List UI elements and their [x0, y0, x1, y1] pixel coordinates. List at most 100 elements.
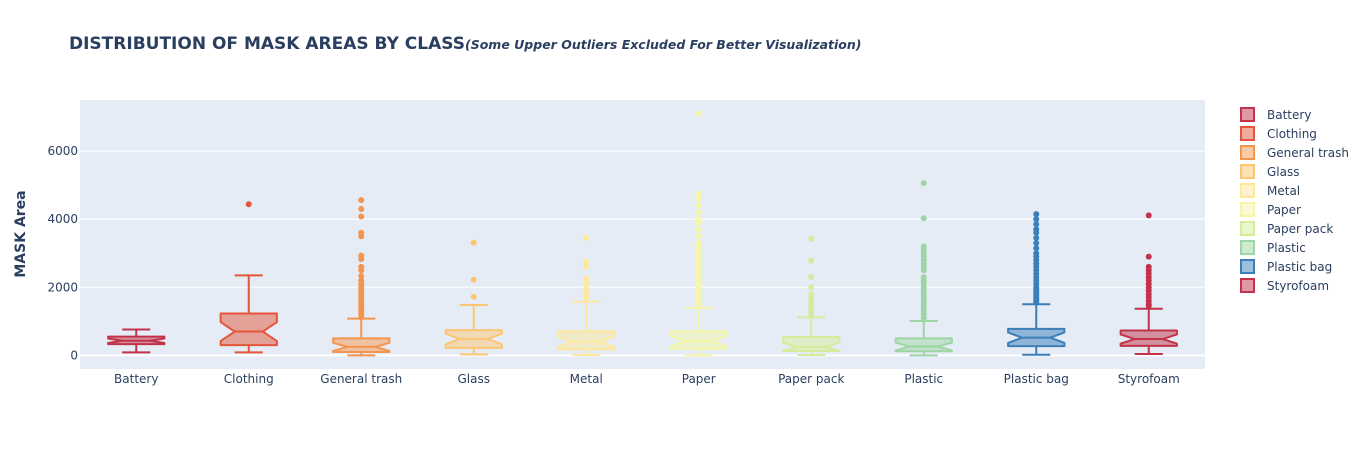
legend-swatch [1240, 221, 1255, 236]
legend-swatch [1240, 259, 1255, 274]
box-battery [107, 328, 166, 354]
outlier-point [1033, 216, 1040, 223]
outlier-point [808, 291, 815, 298]
legend-swatch [1240, 278, 1255, 293]
outlier-point [583, 263, 590, 270]
x-tick-label: Glass [458, 372, 491, 386]
x-tick-label: Styrofoam [1118, 372, 1180, 386]
legend-label: Glass [1267, 164, 1300, 179]
outlier-point [920, 274, 927, 281]
outlier-point [695, 209, 702, 216]
outlier-point [358, 205, 365, 212]
outlier-point [1033, 234, 1040, 241]
legend-swatch [1240, 107, 1255, 122]
outlier-point [808, 257, 815, 264]
legend-swatch [1240, 183, 1255, 198]
legend-label: Plastic [1267, 240, 1306, 255]
y-tick-label: 6000 [47, 144, 78, 158]
y-tick-label: 0 [70, 348, 78, 362]
outlier-point [583, 285, 590, 292]
x-tick-label: Clothing [224, 372, 274, 386]
outlier-point [358, 197, 365, 204]
outlier-point [1145, 263, 1152, 270]
legend-label: General trash [1267, 145, 1349, 160]
outlier-point [583, 258, 590, 265]
legend-swatch [1240, 164, 1255, 179]
legend-item-styrofoam[interactable]: Styrofoam [1240, 276, 1349, 295]
box-body [557, 330, 616, 351]
outlier-point [358, 213, 365, 220]
outlier-point [245, 201, 252, 208]
box-body [782, 335, 841, 353]
outlier-point [358, 252, 365, 259]
box-body [332, 337, 391, 353]
outlier-point [695, 240, 702, 247]
outlier-point [1033, 226, 1040, 233]
legend-label: Paper [1267, 202, 1301, 217]
x-tick-label: Plastic bag [1004, 372, 1069, 386]
box-body [894, 337, 953, 353]
x-tick-label: General trash [320, 372, 402, 386]
box-clothing [219, 201, 278, 354]
outlier-point [695, 216, 702, 223]
outlier-point [808, 284, 815, 291]
outlier-point [695, 233, 702, 240]
outlier-point [920, 243, 927, 250]
legend-item-clothing[interactable]: Clothing [1240, 124, 1349, 143]
x-tick-label: Battery [114, 372, 158, 386]
outlier-point [358, 277, 365, 284]
outlier-point [583, 291, 590, 298]
chart-title-main: DISTRIBUTION OF MASK AREAS BY CLASS [69, 34, 465, 54]
x-tick-label: Paper [682, 372, 716, 386]
box-paper [669, 110, 728, 357]
y-tick-label: 2000 [47, 280, 78, 294]
outlier-point [808, 274, 815, 281]
box-plastic-bag [1007, 211, 1066, 356]
x-tick-label: Metal [570, 372, 603, 386]
legend-item-paper-pack[interactable]: Paper pack [1240, 219, 1349, 238]
box-metal [557, 234, 616, 357]
chart-subtitle: (Some Upper Outliers Excluded For Better… [465, 37, 862, 52]
outlier-point [695, 190, 702, 197]
outlier-point [920, 215, 927, 222]
outlier-point [1145, 212, 1152, 219]
outlier-point [470, 293, 477, 300]
outlier-point [1033, 211, 1040, 218]
legend-item-paper[interactable]: Paper [1240, 200, 1349, 219]
legend-label: Styrofoam [1267, 278, 1330, 293]
legend-item-plastic[interactable]: Plastic [1240, 238, 1349, 257]
box-paper-pack [782, 235, 841, 357]
outlier-point [358, 229, 365, 236]
legend-label: Plastic bag [1267, 259, 1333, 274]
outlier-point [583, 234, 590, 241]
legend: Battery Clothing General trash Glass Metal Pa… [1240, 105, 1349, 295]
outlier-point [1033, 221, 1040, 228]
legend-item-general-trash[interactable]: General trash [1240, 143, 1349, 162]
outlier-point [695, 202, 702, 209]
y-tick-label: 4000 [47, 212, 78, 226]
legend-label: Paper pack [1267, 221, 1334, 236]
outlier-point [470, 276, 477, 283]
outlier-point [1033, 245, 1040, 252]
box-styrofoam [1119, 212, 1178, 356]
outlier-point [470, 239, 477, 246]
outlier-point [583, 275, 590, 282]
box-glass [444, 239, 503, 356]
y-axis-label: MASK Area [13, 190, 29, 277]
legend-swatch [1240, 126, 1255, 141]
outlier-point [695, 110, 702, 117]
legend-item-metal[interactable]: Metal [1240, 181, 1349, 200]
outlier-point [358, 263, 365, 270]
outlier-point [920, 180, 927, 187]
box-plastic [894, 180, 953, 357]
legend-item-glass[interactable]: Glass [1240, 162, 1349, 181]
legend-item-battery[interactable]: Battery [1240, 105, 1349, 124]
legend-label: Metal [1267, 183, 1301, 198]
outlier-point [583, 280, 590, 287]
legend-swatch [1240, 240, 1255, 255]
box-body [669, 330, 728, 350]
legend-item-plastic-bag[interactable]: Plastic bag [1240, 257, 1349, 276]
legend-label: Battery [1267, 107, 1312, 122]
x-tick-label: Plastic [904, 372, 943, 386]
